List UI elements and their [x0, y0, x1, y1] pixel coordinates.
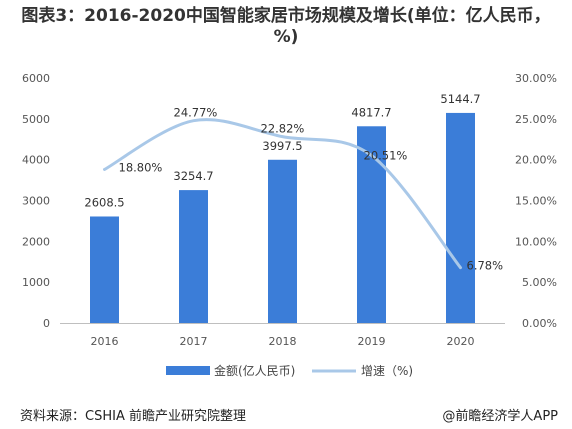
y-right-tick-label: 25.00% [515, 113, 557, 126]
axes-group: 0 1000 2000 3000 4000 5000 6000 0.00% 5.00% 10.00… [22, 72, 557, 348]
y-left-tick-label: 4000 [22, 154, 50, 167]
line-value-label: 6.78% [467, 259, 504, 273]
y-right-tick-label: 5.00% [522, 276, 557, 289]
legend-label-line: 增速（%) [361, 364, 413, 378]
y-right-tick-label: 30.00% [515, 72, 557, 85]
bar [268, 159, 297, 323]
bar [90, 216, 119, 323]
x-tick-label: 2019 [358, 335, 386, 348]
bar [357, 126, 386, 323]
y-left-tick-label: 5000 [22, 113, 50, 126]
y-left-tick-label: 6000 [22, 72, 50, 85]
line-value-label: 18.80% [119, 160, 163, 174]
credit-note: @前瞻经济学人APP [442, 409, 558, 424]
legend-swatch-bar [166, 366, 210, 375]
bar-value-label: 4817.7 [351, 105, 391, 119]
labels-group: 2608.5 3254.7 3997.5 4817.7 5144.7 18.80% 24.7… [84, 92, 503, 273]
bars-group [90, 112, 475, 324]
line-value-label: 22.82% [261, 122, 305, 136]
y-left-tick-label: 0 [43, 317, 50, 330]
bar-value-label: 3254.7 [173, 169, 213, 183]
y-left-tick-label: 2000 [22, 235, 50, 248]
bar [179, 190, 208, 323]
bar-value-label: 3997.5 [262, 139, 302, 153]
legend: 金额(亿人民币) 增速（%) [166, 363, 413, 378]
y-right-tick-label: 10.00% [515, 235, 557, 248]
y-left-tick-label: 3000 [22, 195, 50, 208]
source-note: 资料来源：CSHIA 前瞻产业研究院整理 [20, 409, 246, 424]
x-tick-label: 2017 [180, 335, 208, 348]
legend-label-bar: 金额(亿人民币) [214, 363, 295, 378]
y-right-tick-label: 15.00% [515, 195, 557, 208]
bar [446, 112, 475, 324]
line-value-label: 20.51% [364, 149, 408, 163]
bar-value-label: 2608.5 [84, 195, 124, 209]
x-tick-label: 2020 [447, 335, 475, 348]
y-right-tick-label: 20.00% [515, 154, 557, 167]
x-tick-label: 2016 [91, 335, 119, 348]
bar-value-label: 5144.7 [440, 92, 480, 106]
y-left-tick-label: 1000 [22, 276, 50, 289]
x-tick-label: 2018 [269, 335, 297, 348]
line-group [103, 118, 462, 270]
line-value-label: 24.77% [174, 106, 218, 120]
chart-title: 图表3：2016-2020中国智能家居市场规模及增长(单位：亿人民币，%) [21, 6, 551, 47]
y-right-tick-label: 0.00% [522, 317, 557, 330]
